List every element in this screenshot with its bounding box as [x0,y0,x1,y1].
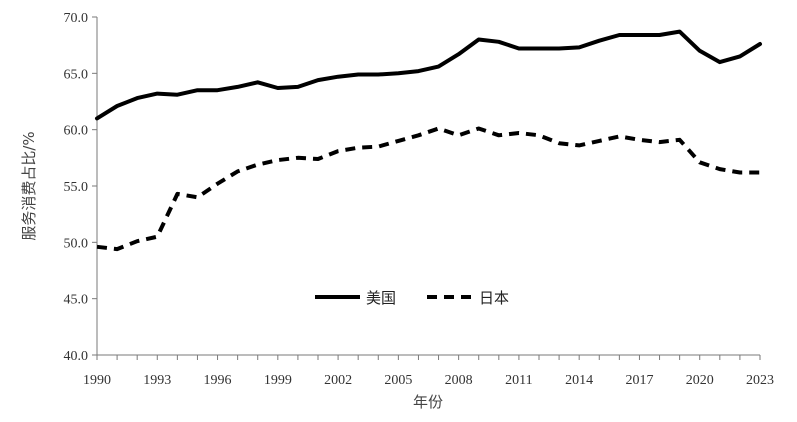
y-tick-label: 65.0 [64,67,89,82]
x-tick-label: 2017 [625,373,653,388]
x-tick-label: 1996 [204,373,232,388]
y-axis-title: 服务消费占比/% [20,131,38,240]
y-axis-ticks: 40.0 45.0 50.0 55.0 60.0 65.0 70.0 [64,11,97,364]
x-tick-label: 2014 [565,373,593,388]
series-line-usa [95,29,762,121]
x-tick-label: 2011 [505,373,532,388]
y-tick-label: 60.0 [64,124,89,139]
x-tick-label: 1990 [83,373,111,388]
x-axis-title: 年份 [413,393,443,411]
x-tick-label: 2005 [384,373,412,388]
series-line-japan [96,126,760,252]
x-tick-label: 2020 [686,373,714,388]
y-tick-label: 40.0 [64,349,89,364]
x-tick-label: 1999 [264,373,292,388]
axes: 40.045.050.055.060.065.070.0 1990 1993 199… [64,11,775,388]
legend: 美国 日本 [315,289,509,307]
legend-label-usa: 美国 [366,289,396,307]
y-tick-label: 45.0 [64,293,89,308]
x-tick-label: 2008 [445,373,473,388]
legend-label-japan: 日本 [479,289,509,307]
x-tick-label: 2023 [746,373,774,388]
series-layer [95,29,762,252]
x-tick-label: 1993 [143,373,171,388]
y-tick-label: 55.0 [64,180,89,195]
y-tick-label: 50.0 [64,236,89,251]
y-tick-label: 70.0 [64,11,89,26]
x-axis-ticks: 1990 1993 1996 1999 2002 2005 2008 2011 2014 2017… [83,355,774,388]
x-tick-label: 2002 [324,373,352,388]
